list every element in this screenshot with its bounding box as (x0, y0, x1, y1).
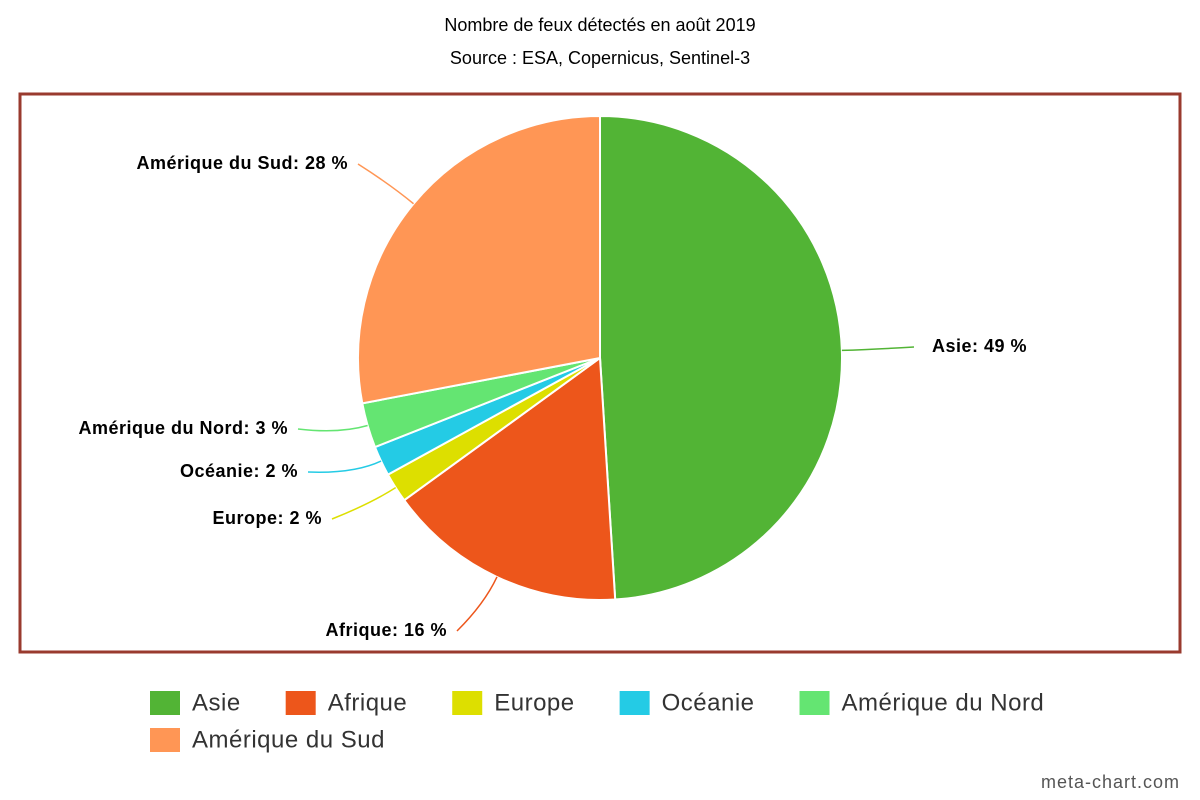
legend-label: Europe (494, 689, 574, 716)
label-connector (456, 576, 498, 632)
legend-swatch (150, 691, 180, 715)
credit: meta-chart.com (1041, 772, 1180, 792)
legend-swatch (285, 691, 316, 715)
pie-slice (402, 356, 617, 601)
legend-label: Afrique (328, 689, 408, 716)
legend-label: Amérique du Nord (842, 689, 1045, 716)
legend-swatch (452, 691, 483, 715)
data-label: Amérique du Nord: 3 % (78, 418, 288, 438)
chart-subtitle: Source : ESA, Copernicus, Sentinel-3 (450, 48, 750, 68)
legend-label: Asie (192, 689, 241, 716)
pie-slice (599, 114, 843, 601)
data-label: Asie: 49 % (932, 336, 1027, 356)
legend-label: Océanie (662, 689, 755, 716)
label-connector (307, 460, 382, 473)
data-label: Océanie: 2 % (180, 461, 298, 481)
chart-title: Nombre de feux détectés en août 2019 (444, 15, 755, 35)
label-connector (331, 487, 397, 520)
legend-swatch (799, 691, 830, 715)
label-connector (357, 163, 415, 205)
label-connector (841, 346, 915, 352)
pie-slice (357, 114, 601, 405)
label-connector (297, 424, 368, 432)
data-label: Amérique du Sud: 28 % (136, 153, 348, 173)
plot-frame (18, 92, 1182, 654)
legend-label: Amérique du Sud (192, 726, 385, 753)
legend-swatch (150, 728, 180, 752)
legend-swatch (619, 691, 650, 715)
data-label: Europe: 2 % (212, 508, 322, 528)
data-label: Afrique: 16 % (325, 620, 447, 640)
